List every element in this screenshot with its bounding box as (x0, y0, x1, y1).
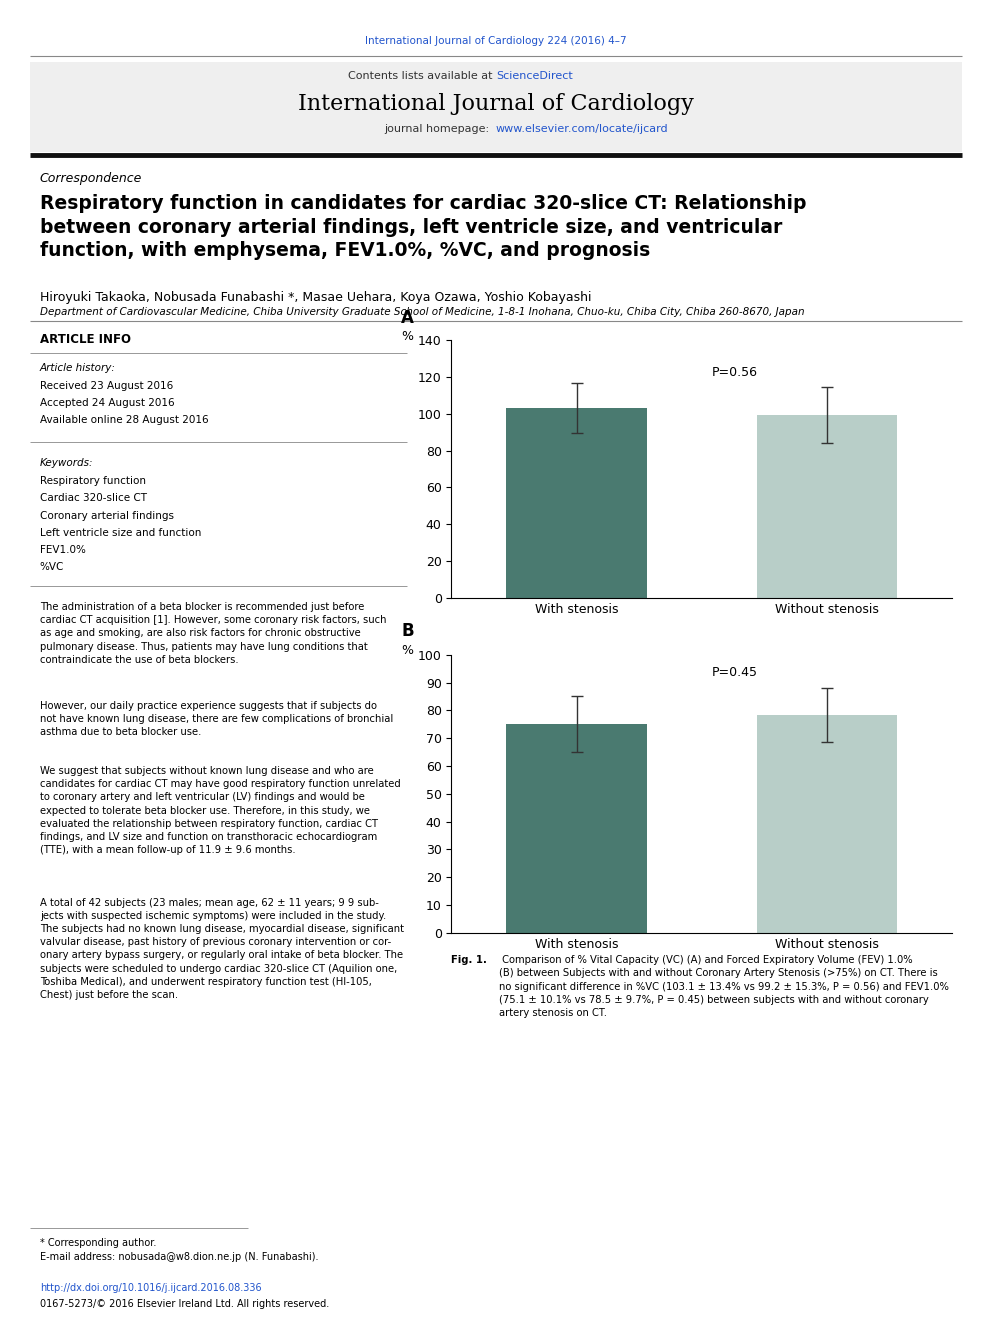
Text: %: % (401, 644, 414, 656)
Text: Accepted 24 August 2016: Accepted 24 August 2016 (40, 398, 175, 409)
Text: P=0.56: P=0.56 (712, 365, 758, 378)
Text: A: A (401, 310, 414, 327)
Text: International Journal of Cardiology: International Journal of Cardiology (298, 93, 694, 115)
Text: Respiratory function in candidates for cardiac 320-slice CT: Relationship
betwee: Respiratory function in candidates for c… (40, 194, 806, 261)
Bar (757, 714, 897, 933)
Text: www.elsevier.com/locate/ijcard: www.elsevier.com/locate/ijcard (496, 124, 669, 135)
Text: Comparison of % Vital Capacity (VC) (A) and Forced Expiratory Volume (FEV) 1.0%
: Comparison of % Vital Capacity (VC) (A) … (499, 955, 949, 1017)
Text: ARTICLE INFO: ARTICLE INFO (40, 333, 131, 347)
Text: http://dx.doi.org/10.1016/j.ijcard.2016.08.336: http://dx.doi.org/10.1016/j.ijcard.2016.… (40, 1283, 261, 1294)
Text: 0167-5273/© 2016 Elsevier Ireland Ltd. All rights reserved.: 0167-5273/© 2016 Elsevier Ireland Ltd. A… (40, 1299, 329, 1310)
Text: Hiroyuki Takaoka, Nobusada Funabashi *, Masae Uehara, Koya Ozawa, Yoshio Kobayas: Hiroyuki Takaoka, Nobusada Funabashi *, … (40, 291, 591, 304)
Text: Keywords:: Keywords: (40, 458, 93, 468)
Text: * Corresponding author.
E-mail address: nobusada@w8.dion.ne.jp (N. Funabashi).: * Corresponding author. E-mail address: … (40, 1238, 318, 1262)
Text: Article history:: Article history: (40, 363, 115, 373)
Text: We suggest that subjects without known lung disease and who are
candidates for c: We suggest that subjects without known l… (40, 766, 401, 855)
Text: Correspondence: Correspondence (40, 172, 142, 185)
Text: Left ventricle size and function: Left ventricle size and function (40, 528, 201, 538)
Text: journal homepage:: journal homepage: (384, 124, 496, 135)
Text: However, our daily practice experience suggests that if subjects do
not have kno: However, our daily practice experience s… (40, 701, 393, 737)
Text: Available online 28 August 2016: Available online 28 August 2016 (40, 415, 208, 426)
Bar (507, 407, 647, 598)
Text: Coronary arterial findings: Coronary arterial findings (40, 511, 174, 521)
Text: %VC: %VC (40, 562, 64, 573)
Text: Department of Cardiovascular Medicine, Chiba University Graduate School of Medic: Department of Cardiovascular Medicine, C… (40, 307, 805, 318)
Bar (507, 724, 647, 933)
Text: Fig. 1.: Fig. 1. (451, 955, 487, 966)
Text: A total of 42 subjects (23 males; mean age, 62 ± 11 years; 9 9 sub-
jects with s: A total of 42 subjects (23 males; mean a… (40, 898, 404, 1000)
Text: FEV1.0%: FEV1.0% (40, 545, 85, 556)
Text: Received 23 August 2016: Received 23 August 2016 (40, 381, 173, 392)
Text: The administration of a beta blocker is recommended just before
cardiac CT acqui: The administration of a beta blocker is … (40, 602, 386, 664)
Text: P=0.45: P=0.45 (712, 665, 758, 679)
Text: B: B (401, 622, 414, 639)
Text: Contents lists available at: Contents lists available at (348, 71, 496, 82)
FancyBboxPatch shape (30, 62, 962, 152)
Text: %: % (401, 329, 414, 343)
Text: International Journal of Cardiology 224 (2016) 4–7: International Journal of Cardiology 224 … (365, 36, 627, 46)
Text: Cardiac 320-slice CT: Cardiac 320-slice CT (40, 493, 147, 504)
Text: ScienceDirect: ScienceDirect (496, 71, 572, 82)
Bar (757, 415, 897, 598)
Text: Respiratory function: Respiratory function (40, 476, 146, 487)
